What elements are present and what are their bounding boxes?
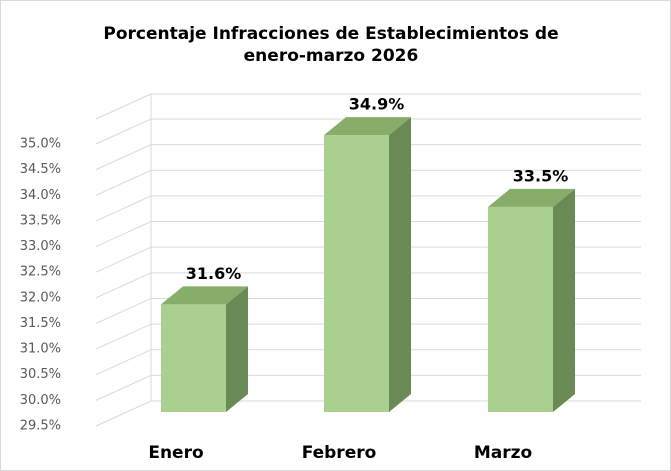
data-label: 33.5% [513,166,569,185]
y-tick-label: 31.0% [20,342,61,357]
y-tick-label: 32.5% [20,265,61,280]
data-label: 34.9% [349,95,405,114]
y-tick-label: 33.0% [20,239,61,254]
x-tick-label: Febrero [302,443,377,463]
bar-top [488,188,575,207]
bar-front [324,135,389,413]
bar-side [226,286,248,412]
bar-front [161,304,226,412]
x-tick-label: Marzo [474,443,532,463]
bar-side [389,117,411,413]
y-tick-label: 34.0% [20,188,61,203]
bar-side [553,188,575,412]
y-tick-label: 35.0% [20,137,61,152]
y-tick-label: 29.5% [20,419,61,434]
bar [161,286,248,412]
y-tick-label: 30.0% [20,393,61,408]
chart-title: Porcentaje Infracciones de Establecimien… [103,24,559,66]
bar-front [488,206,553,412]
bar [324,117,411,413]
y-tick-label: 30.5% [20,367,61,382]
bar [488,188,575,412]
x-tick-label: Enero [148,443,203,463]
y-tick-label: 34.5% [20,162,61,177]
bar-top [324,117,411,136]
y-tick-label: 32.0% [20,290,61,305]
y-tick-label: 31.5% [20,316,61,331]
y-tick-label: 33.5% [20,213,61,228]
data-label: 31.6% [186,264,242,283]
bar-top [161,286,248,305]
wall-top-diag [95,93,152,120]
